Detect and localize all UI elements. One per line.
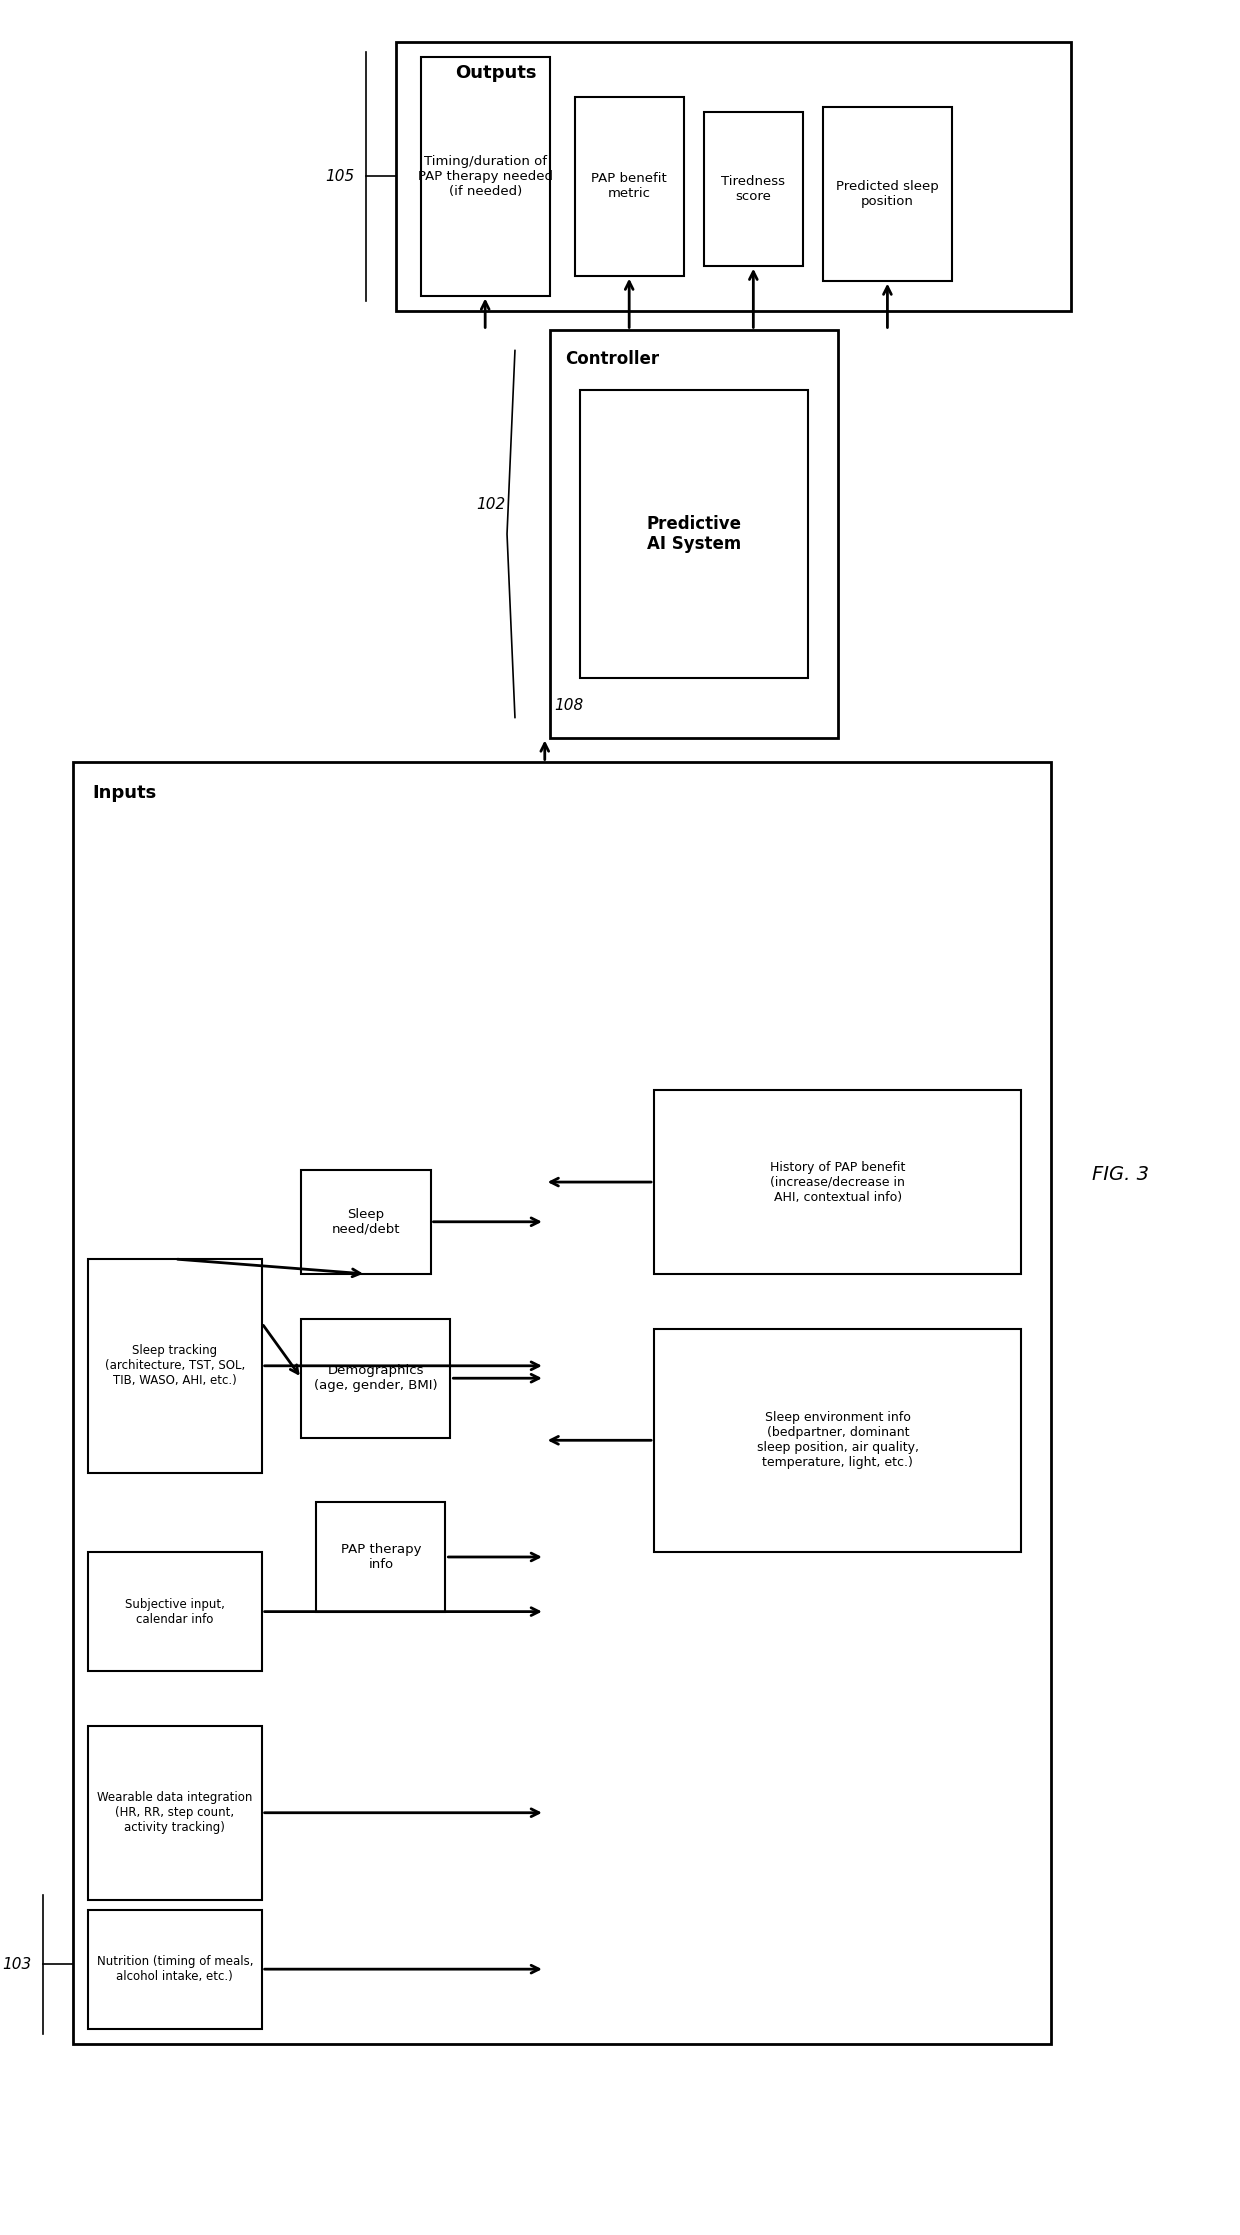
Bar: [579, 389, 808, 677]
Bar: [301, 1319, 450, 1437]
Text: FIG. 3: FIG. 3: [1092, 1164, 1149, 1185]
Text: 102: 102: [476, 496, 505, 512]
Bar: [301, 1169, 430, 1274]
Text: History of PAP benefit
(increase/decrease in
AHI, contextual info): History of PAP benefit (increase/decreas…: [770, 1160, 905, 1205]
Bar: [653, 1091, 1022, 1274]
Bar: [549, 331, 838, 738]
Text: Predicted sleep
position: Predicted sleep position: [836, 179, 939, 208]
Text: 103: 103: [2, 1956, 31, 1971]
Bar: [823, 107, 952, 282]
Bar: [653, 1328, 1022, 1551]
Text: Inputs: Inputs: [93, 784, 157, 802]
Bar: [88, 1725, 262, 1900]
Bar: [420, 58, 549, 295]
Text: Sleep environment info
(bedpartner, dominant
sleep position, air quality,
temper: Sleep environment info (bedpartner, domi…: [756, 1410, 919, 1468]
Text: 108: 108: [554, 697, 584, 713]
Text: Outputs: Outputs: [455, 65, 537, 83]
Bar: [88, 1258, 262, 1473]
Text: Wearable data integration
(HR, RR, step count,
activity tracking): Wearable data integration (HR, RR, step …: [97, 1790, 253, 1835]
Text: 105: 105: [325, 170, 355, 183]
Text: PAP therapy
info: PAP therapy info: [341, 1542, 422, 1571]
Text: Controller: Controller: [564, 351, 658, 369]
Bar: [574, 96, 683, 275]
Text: Sleep tracking
(architecture, TST, SOL,
TIB, WASO, AHI, etc.): Sleep tracking (architecture, TST, SOL, …: [104, 1343, 246, 1388]
Bar: [88, 1551, 262, 1672]
Bar: [88, 1909, 262, 2029]
Text: Timing/duration of
PAP therapy needed
(if needed): Timing/duration of PAP therapy needed (i…: [418, 154, 553, 199]
Text: Sleep
need/debt: Sleep need/debt: [332, 1207, 401, 1236]
Bar: [396, 42, 1071, 311]
Text: Demographics
(age, gender, BMI): Demographics (age, gender, BMI): [314, 1363, 438, 1392]
Text: Subjective input,
calendar info: Subjective input, calendar info: [125, 1598, 224, 1625]
Bar: [73, 762, 1052, 2043]
Bar: [703, 112, 804, 266]
Text: PAP benefit
metric: PAP benefit metric: [591, 172, 667, 201]
Text: Predictive
AI System: Predictive AI System: [646, 514, 742, 554]
Bar: [316, 1502, 445, 1611]
Text: Nutrition (timing of meals,
alcohol intake, etc.): Nutrition (timing of meals, alcohol inta…: [97, 1956, 253, 1982]
Text: Tiredness
score: Tiredness score: [722, 174, 785, 203]
